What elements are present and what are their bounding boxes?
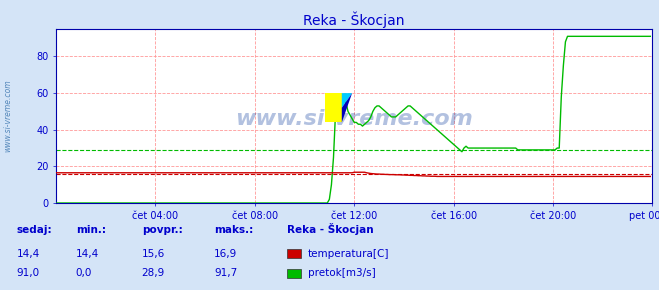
Text: www.si-vreme.com: www.si-vreme.com — [235, 110, 473, 129]
Text: 14,4: 14,4 — [76, 249, 99, 259]
Text: min.:: min.: — [76, 225, 106, 235]
Text: pretok[m3/s]: pretok[m3/s] — [308, 268, 376, 278]
Text: 91,7: 91,7 — [214, 268, 237, 278]
Text: temperatura[C]: temperatura[C] — [308, 249, 389, 259]
Title: Reka - Škocjan: Reka - Škocjan — [303, 11, 405, 28]
Text: 91,0: 91,0 — [16, 268, 40, 278]
Text: 28,9: 28,9 — [142, 268, 165, 278]
Polygon shape — [342, 93, 352, 122]
Text: www.si-vreme.com: www.si-vreme.com — [3, 80, 13, 152]
Text: povpr.:: povpr.: — [142, 225, 183, 235]
Text: maks.:: maks.: — [214, 225, 254, 235]
Text: Reka - Škocjan: Reka - Škocjan — [287, 224, 373, 235]
Text: 14,4: 14,4 — [16, 249, 40, 259]
Text: 16,9: 16,9 — [214, 249, 237, 259]
Polygon shape — [342, 93, 352, 108]
Text: 0,0: 0,0 — [76, 268, 92, 278]
Polygon shape — [326, 93, 342, 122]
Text: sedaj:: sedaj: — [16, 225, 52, 235]
Text: 15,6: 15,6 — [142, 249, 165, 259]
